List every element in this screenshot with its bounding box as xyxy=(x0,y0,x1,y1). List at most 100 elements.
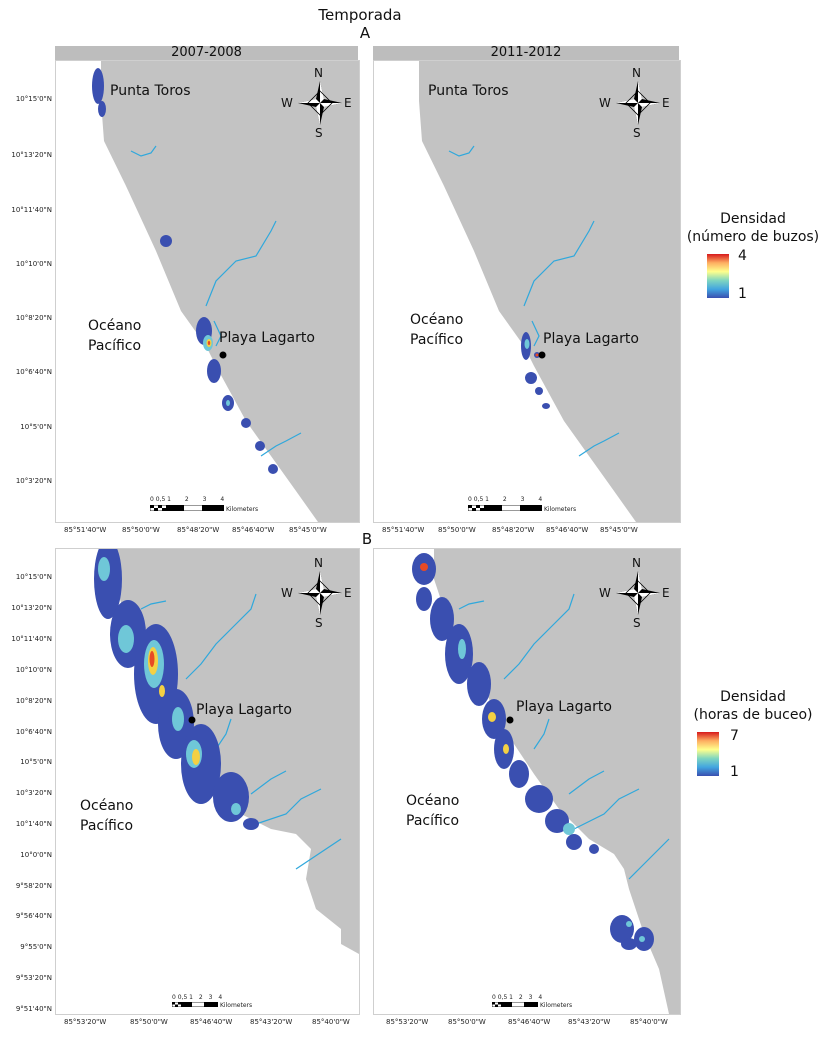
place-label-playa-lagarto: Playa Lagarto xyxy=(196,702,292,718)
lon-label: 85°51'40"W xyxy=(64,526,107,534)
compass-rose: N S E W xyxy=(280,556,360,632)
map-panel-b-2011 xyxy=(373,548,681,1015)
compass-w: W xyxy=(599,586,611,600)
lat-label: 10°0'0"N xyxy=(20,851,52,859)
legend-a: Densidad (número de buzos) 4 1 xyxy=(684,210,822,310)
color-ramp xyxy=(707,254,729,298)
compass-rose: N S E W xyxy=(598,556,678,632)
compass-w: W xyxy=(281,96,293,110)
compass-s: S xyxy=(633,126,641,140)
legend-min: 1 xyxy=(738,286,747,302)
ocean-label: Océano Pacífico xyxy=(410,312,464,348)
legend-title: Densidad xyxy=(720,211,786,227)
lat-label: 10°8'20"N xyxy=(15,697,52,705)
compass-s: S xyxy=(633,616,641,630)
land-mass xyxy=(419,61,680,522)
lon-label: 85°50'0"W xyxy=(130,1018,168,1026)
lat-label: 10°5'0"N xyxy=(20,758,52,766)
lon-label: 85°50'0"W xyxy=(122,526,160,534)
lat-label: 9°56'40"N xyxy=(15,912,52,920)
compass-e: E xyxy=(662,586,670,600)
lat-label: 9°55'0"N xyxy=(20,943,52,951)
lat-label: 10°6'40"N xyxy=(15,368,52,376)
compass-star-icon xyxy=(616,571,660,615)
scale-bar: 0 0,5 1 2 3 4 Kilometers xyxy=(492,994,573,1009)
lat-label: 10°13'20"N xyxy=(11,604,52,612)
lat-label: 10°15'0"N xyxy=(15,573,52,581)
lon-label: 85°53'20"W xyxy=(386,1018,429,1026)
lat-label: 10°11'40"N xyxy=(11,635,52,643)
column-header-2007: 2007-2008 xyxy=(55,46,358,60)
map-panel-a-2007 xyxy=(55,60,360,523)
lon-label: 85°40'0"W xyxy=(630,1018,668,1026)
lon-label: 85°45'0"W xyxy=(600,526,638,534)
compass-w: W xyxy=(281,586,293,600)
lon-label: 85°46'40"W xyxy=(546,526,589,534)
lon-label: 85°53'20"W xyxy=(64,1018,107,1026)
lat-label: 9°51'40"N xyxy=(15,1005,52,1013)
color-ramp xyxy=(697,732,719,776)
ocean-label: Océano Pacífico xyxy=(406,793,460,829)
figure-title: Temporada xyxy=(318,6,402,24)
lat-label: 10°11'40"N xyxy=(11,206,52,214)
lat-label: 10°6'40"N xyxy=(15,728,52,736)
rivers xyxy=(140,593,342,870)
lat-label: 9°58'20"N xyxy=(15,882,52,890)
section-label-b: B xyxy=(361,530,373,548)
lat-label: 10°13'20"N xyxy=(11,151,52,159)
density-hotspots xyxy=(521,332,550,409)
compass-s: S xyxy=(315,126,323,140)
ocean-label: Océano Pacífico xyxy=(80,798,134,834)
rivers xyxy=(130,145,302,457)
lat-label: 9°53'20"N xyxy=(15,974,52,982)
compass-n: N xyxy=(632,556,641,570)
land-mass xyxy=(116,549,359,954)
compass-star-icon xyxy=(298,81,342,125)
playa-lagarto-marker xyxy=(538,351,546,359)
compass-rose: N S E W xyxy=(280,66,360,142)
playa-lagarto-marker xyxy=(506,716,514,724)
compass-s: S xyxy=(315,616,323,630)
ocean-label: Océano Pacífico xyxy=(88,318,142,354)
lon-label: 85°51'40"W xyxy=(382,526,425,534)
legend-max: 4 xyxy=(738,248,747,264)
scale-bar-graphic xyxy=(150,505,224,511)
scale-bar: 0 0,5 1 2 3 4 Kilometers xyxy=(468,496,577,513)
compass-n: N xyxy=(314,66,323,80)
lat-label: 10°15'0"N xyxy=(15,95,52,103)
compass-n: N xyxy=(632,66,641,80)
lon-label: 85°50'0"W xyxy=(448,1018,486,1026)
place-label-playa-lagarto: Playa Lagarto xyxy=(219,330,315,346)
lon-label: 85°45'0"W xyxy=(289,526,327,534)
lon-label: 85°48'20"W xyxy=(492,526,535,534)
lon-label: 85°46'40"W xyxy=(232,526,275,534)
lat-label: 10°3'20"N xyxy=(15,477,52,485)
map-b-2011-svg xyxy=(412,549,680,1014)
rivers xyxy=(448,145,620,457)
place-label-punta-toros: Punta Toros xyxy=(110,83,191,99)
legend-subtitle: (horas de buceo) xyxy=(693,707,813,723)
legend-max: 7 xyxy=(730,728,739,744)
legend-min: 1 xyxy=(730,764,739,780)
lat-label: 10°10'0"N xyxy=(15,666,52,674)
compass-star-icon xyxy=(616,81,660,125)
legend-title: Densidad xyxy=(720,689,786,705)
column-header-2011: 2011-2012 xyxy=(373,46,679,60)
compass-n: N xyxy=(314,556,323,570)
place-label-playa-lagarto: Playa Lagarto xyxy=(516,699,612,715)
compass-e: E xyxy=(344,96,352,110)
lon-label: 85°50'0"W xyxy=(438,526,476,534)
playa-lagarto-marker xyxy=(219,351,227,359)
playa-lagarto-marker xyxy=(188,716,196,724)
map-a-2011-svg xyxy=(419,61,680,522)
compass-w: W xyxy=(599,96,611,110)
lon-label: 85°40'0"W xyxy=(312,1018,350,1026)
scale-bar-graphic xyxy=(172,1002,218,1007)
compass-rose: N S E W xyxy=(598,66,678,142)
legend-subtitle: (número de buzos) xyxy=(686,229,820,245)
legend-b: Densidad (horas de buceo) 7 1 xyxy=(684,688,822,788)
map-a-2007-svg xyxy=(92,61,359,522)
density-hotspots xyxy=(412,553,654,951)
lon-label: 85°46'40"W xyxy=(190,1018,233,1026)
place-label-playa-lagarto: Playa Lagarto xyxy=(543,331,639,347)
